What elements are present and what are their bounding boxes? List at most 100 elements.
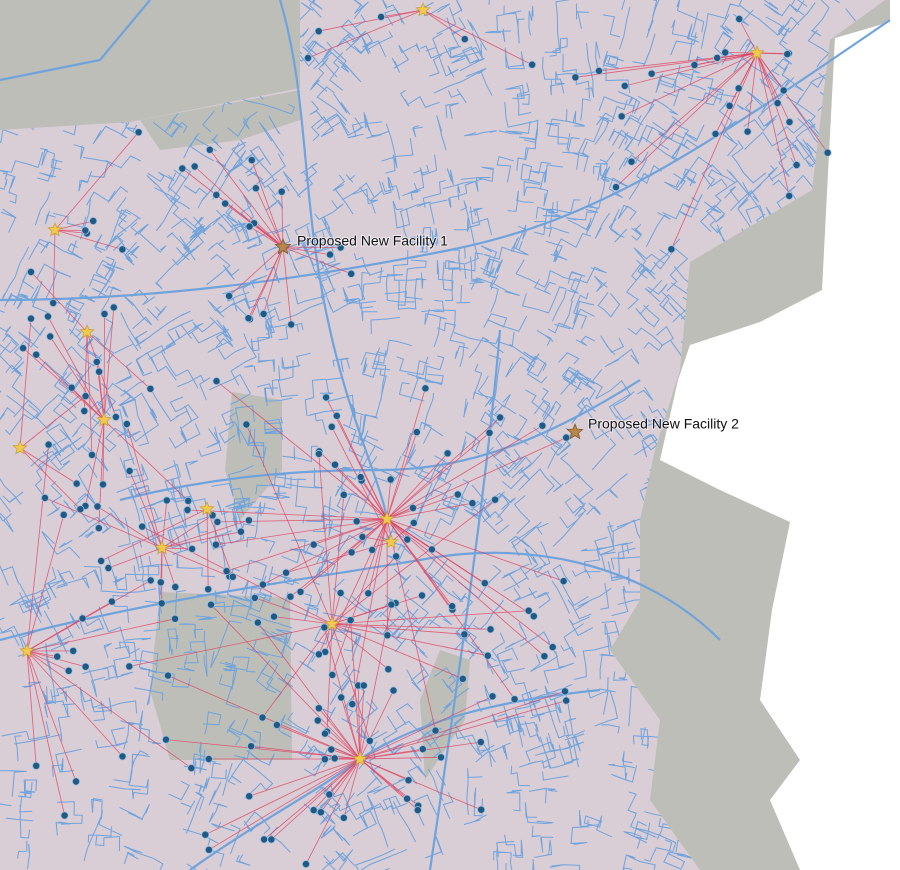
- demand-point: [277, 187, 286, 196]
- demand-point: [431, 726, 440, 735]
- assignment-line: [282, 246, 352, 275]
- demand-point: [314, 27, 323, 36]
- existing-facility: [12, 439, 28, 455]
- assignment-line: [725, 52, 758, 54]
- assignment-line: [331, 518, 388, 676]
- demand-point: [330, 754, 339, 763]
- demand-point: [221, 199, 230, 208]
- demand-point: [171, 583, 180, 592]
- assignment-line: [756, 52, 828, 153]
- assignment-line: [228, 246, 284, 297]
- demand-point: [242, 420, 251, 429]
- assignment-line: [738, 18, 758, 54]
- demand-point: [178, 164, 187, 173]
- demand-point: [647, 69, 656, 78]
- existing-facility: [19, 642, 35, 658]
- assignment-line: [343, 758, 361, 818]
- demand-point: [386, 475, 395, 484]
- demand-point: [157, 599, 166, 608]
- demand-point: [413, 806, 422, 815]
- demand-point: [81, 392, 90, 401]
- assignment-line: [307, 9, 424, 59]
- assignment-line: [26, 514, 65, 652]
- demand-point: [384, 665, 393, 674]
- assignment-line: [331, 556, 397, 625]
- facility-label: Proposed New Facility 1: [297, 233, 448, 249]
- assignment-line: [26, 650, 37, 766]
- assignment-line: [30, 271, 88, 333]
- assignment-line: [26, 618, 176, 652]
- assignment-line: [756, 52, 790, 196]
- demand-point: [99, 480, 108, 489]
- assignment-line: [216, 380, 388, 520]
- demand-point: [93, 502, 102, 511]
- assignment-line: [747, 52, 758, 132]
- demand-point: [146, 576, 155, 585]
- demand-point: [548, 643, 557, 652]
- demand-point: [721, 48, 730, 57]
- assignment-line: [357, 685, 361, 760]
- assignment-line: [756, 52, 788, 55]
- demand-point: [32, 761, 41, 770]
- demand-point: [107, 597, 116, 606]
- assignment-line: [161, 547, 176, 588]
- existing-facility: [199, 500, 215, 516]
- assignment-line: [386, 437, 567, 520]
- demand-point: [49, 298, 58, 307]
- demand-point: [72, 777, 81, 786]
- demand-point: [64, 666, 73, 675]
- demand-point: [617, 112, 626, 121]
- demand-point: [314, 449, 323, 458]
- demand-point: [72, 479, 81, 488]
- assignment-line: [86, 331, 151, 390]
- assignment-line: [282, 246, 292, 325]
- demand-point: [26, 267, 35, 276]
- demand-point: [184, 496, 193, 505]
- demand-point: [477, 805, 486, 814]
- demand-point: [368, 545, 377, 554]
- demand-point: [286, 592, 295, 601]
- existing-facility: [379, 510, 395, 526]
- demand-point: [823, 148, 832, 157]
- demand-point: [491, 495, 500, 504]
- demand-point: [359, 681, 368, 690]
- demand-point: [161, 735, 170, 744]
- demand-point: [627, 157, 636, 166]
- demand-point: [104, 564, 113, 573]
- demand-point: [488, 692, 497, 701]
- demand-points: [19, 12, 832, 869]
- assignment-line: [26, 650, 58, 657]
- demand-point: [443, 449, 452, 458]
- demand-point: [327, 745, 336, 754]
- assignment-line: [108, 547, 163, 569]
- demand-point: [44, 440, 53, 449]
- demand-point: [785, 118, 794, 127]
- demand-point: [436, 753, 445, 762]
- assignment-line: [624, 52, 758, 87]
- demand-point: [125, 662, 134, 671]
- assignment-line: [161, 531, 241, 549]
- demand-point: [327, 422, 336, 431]
- assignment-line: [54, 131, 139, 231]
- assignment-line: [317, 720, 361, 760]
- demand-point: [80, 406, 89, 415]
- assignment-line: [359, 685, 365, 760]
- assignment-line: [251, 159, 284, 248]
- assignment-line: [350, 620, 361, 760]
- demand-point: [595, 66, 604, 75]
- demand-point: [94, 524, 103, 533]
- demand-point: [211, 540, 220, 549]
- demand-point: [330, 460, 339, 469]
- assignment-line: [318, 453, 333, 625]
- assignment-line: [129, 470, 163, 549]
- demand-point: [138, 522, 147, 531]
- assignment-line: [103, 307, 115, 421]
- assignment-line: [254, 597, 333, 625]
- demand-point: [496, 413, 505, 422]
- demand-point: [320, 729, 329, 738]
- demand-point: [244, 314, 253, 323]
- assignment-line: [194, 166, 284, 248]
- assignment-line: [271, 758, 361, 840]
- assignment-line: [331, 610, 529, 625]
- assignment-line: [326, 623, 333, 732]
